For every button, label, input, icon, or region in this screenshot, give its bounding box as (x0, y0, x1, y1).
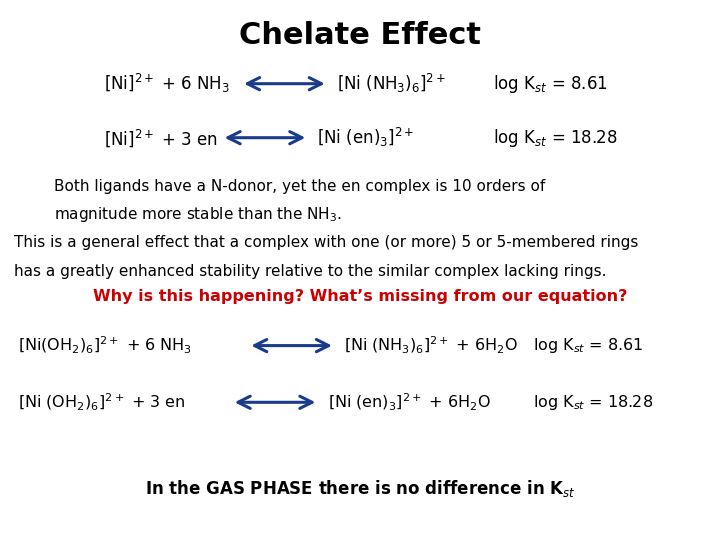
Text: In the GAS PHASE there is no difference in K$_{st}$: In the GAS PHASE there is no difference … (145, 478, 575, 499)
Text: [Ni (en)$_3$]$^{2+}$: [Ni (en)$_3$]$^{2+}$ (317, 126, 414, 149)
Text: [Ni (NH$_3$)$_6$]$^{2+}$ + 6H$_2$O: [Ni (NH$_3$)$_6$]$^{2+}$ + 6H$_2$O (344, 335, 518, 356)
Text: has a greatly enhanced stability relative to the similar complex lacking rings.: has a greatly enhanced stability relativ… (14, 264, 607, 279)
Text: log K$_{st}$ = 8.61: log K$_{st}$ = 8.61 (493, 73, 608, 94)
Text: [Ni]$^{2+}$ + 6 NH$_3$: [Ni]$^{2+}$ + 6 NH$_3$ (104, 72, 230, 95)
Text: log K$_{st}$ = 18.28: log K$_{st}$ = 18.28 (493, 127, 618, 148)
Text: [Ni (NH$_3$)$_6$]$^{2+}$: [Ni (NH$_3$)$_6$]$^{2+}$ (337, 72, 446, 95)
Text: [Ni]$^{2+}$ + 3 en: [Ni]$^{2+}$ + 3 en (104, 127, 218, 148)
Text: magnitude more stable than the NH$_3$.: magnitude more stable than the NH$_3$. (54, 205, 342, 224)
Text: log K$_{st}$ = 8.61: log K$_{st}$ = 8.61 (533, 336, 644, 355)
Text: Why is this happening? What’s missing from our equation?: Why is this happening? What’s missing fr… (93, 289, 627, 305)
Text: [Ni(OH$_2$)$_6$]$^{2+}$ + 6 NH$_3$: [Ni(OH$_2$)$_6$]$^{2+}$ + 6 NH$_3$ (18, 335, 192, 356)
Text: This is a general effect that a complex with one (or more) 5 or 5-membered rings: This is a general effect that a complex … (14, 235, 639, 251)
Text: Both ligands have a N-donor, yet the en complex is 10 orders of: Both ligands have a N-donor, yet the en … (54, 179, 545, 194)
Text: [Ni (en)$_3$]$^{2+}$ + 6H$_2$O: [Ni (en)$_3$]$^{2+}$ + 6H$_2$O (328, 392, 490, 413)
Text: Chelate Effect: Chelate Effect (239, 21, 481, 50)
Text: [Ni (OH$_2$)$_6$]$^{2+}$ + 3 en: [Ni (OH$_2$)$_6$]$^{2+}$ + 3 en (18, 392, 186, 413)
Text: log K$_{st}$ = 18.28: log K$_{st}$ = 18.28 (533, 393, 653, 412)
